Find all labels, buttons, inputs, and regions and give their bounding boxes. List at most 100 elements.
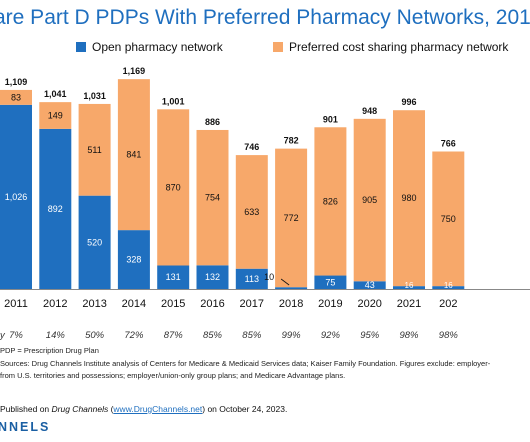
percent-preferred-2014: 72% <box>124 330 144 341</box>
legend-preferred: Preferred cost sharing pharmacy network <box>273 40 508 54</box>
x-tick-2022: 202 <box>439 298 457 310</box>
publication-line: Published on Drug Channels (www.DrugChan… <box>0 404 287 414</box>
label-open-2016: 132 <box>205 272 220 282</box>
percent-preferred-2019: 92% <box>321 330 341 341</box>
bar-preferred-2021 <box>393 110 425 287</box>
x-tick-2018: 2018 <box>279 298 303 310</box>
label-open-2020: 43 <box>365 280 375 290</box>
label-preferred-2013: 511 <box>87 145 101 155</box>
label-open-2012: 892 <box>48 204 63 214</box>
x-tick-2012: 2012 <box>43 298 67 310</box>
total-2017: 746 <box>244 142 259 152</box>
bar-preferred-2014 <box>117 79 150 231</box>
brand-logo-text: NNELS <box>0 420 51 434</box>
bar-open-2018 <box>275 287 308 289</box>
total-2012: 1,041 <box>44 89 67 99</box>
legend-open: Open pharmacy network <box>76 40 223 54</box>
pub-outlet: Drug Channels <box>51 404 109 414</box>
total-2018: 782 <box>284 136 299 146</box>
label-open-2022: 16 <box>444 281 453 290</box>
x-tick-2019: 2019 <box>318 298 342 310</box>
bar-open-2020 <box>353 281 386 289</box>
x-tick-2017: 2017 <box>240 298 264 310</box>
bar-open-2019 <box>314 275 347 289</box>
bar-preferred-2022 <box>432 151 465 287</box>
chart-title: are Part D PDPs With Preferred Pharmacy … <box>0 6 530 29</box>
note-sources: Sources: Drug Channels Institute analysi… <box>0 359 491 368</box>
label-open-2019: 75 <box>325 277 335 287</box>
note-exclusions: from U.S. territories and possessions; e… <box>0 371 346 380</box>
drugchannels-link[interactable]: www.DrugChannels.net <box>113 404 203 414</box>
percent-preferred-2016: 85% <box>203 330 223 341</box>
x-tick-2021: 2021 <box>397 298 421 310</box>
total-2011: 1,109 <box>5 77 28 87</box>
legend-preferred-swatch <box>273 42 283 52</box>
x-tick-2016: 2016 <box>200 298 224 310</box>
pub-prefix: Published on <box>0 404 52 414</box>
bar-open-2015 <box>157 265 190 289</box>
bar-preferred-2020 <box>353 118 386 282</box>
bar-open-2011 <box>0 104 32 289</box>
label-preferred-2020: 905 <box>362 195 377 205</box>
label-preferred-2012: 149 <box>48 111 63 121</box>
label-preferred-2017: 633 <box>244 207 259 217</box>
label-preferred-2019: 826 <box>323 196 338 206</box>
label-preferred-2015: 870 <box>166 182 181 192</box>
note-pdp: PDP = Prescription Drug Plan <box>0 346 99 355</box>
percent-preferred-2017: 85% <box>242 330 262 341</box>
label-open-2015: 131 <box>166 272 181 282</box>
total-2022: 766 <box>441 139 456 149</box>
bar-preferred-2016 <box>196 129 229 266</box>
total-2020: 948 <box>362 106 377 116</box>
bar-preferred-2017 <box>235 155 268 269</box>
total-2021: 996 <box>401 97 416 107</box>
total-2019: 901 <box>323 114 338 124</box>
bar-preferred-2015 <box>157 109 190 266</box>
bar-open-2022 <box>432 286 465 289</box>
label-open-2017: 113 <box>245 274 259 284</box>
bar-preferred-2011 <box>0 89 32 105</box>
x-tick-2014: 2014 <box>122 298 146 310</box>
x-tick-2015: 2015 <box>161 298 185 310</box>
label-open-leader-2018 <box>280 278 290 286</box>
bar-preferred-2019 <box>314 127 347 276</box>
label-preferred-2011: 83 <box>11 92 21 102</box>
bar-open-2013 <box>78 195 111 289</box>
bar-open-2021 <box>393 286 425 289</box>
percent-preferred-2022: 98% <box>439 330 459 341</box>
label-preferred-2021: 980 <box>401 193 416 203</box>
percent-preferred-2015: 87% <box>164 330 184 341</box>
percent-preferred-2021: 98% <box>399 330 419 341</box>
bar-preferred-2018 <box>275 148 308 288</box>
label-preferred-2014: 841 <box>126 150 141 160</box>
label-open-2018: 10 <box>264 272 274 282</box>
bar-open-2012 <box>39 128 72 289</box>
total-2015: 1,001 <box>162 96 185 106</box>
total-2016: 886 <box>205 117 220 127</box>
x-tick-2020: 2020 <box>357 298 381 310</box>
percent-row-label: y <box>0 330 6 341</box>
label-open-2014: 328 <box>126 255 141 265</box>
total-2014: 1,169 <box>123 66 146 76</box>
x-tick-2013: 2013 <box>82 298 106 310</box>
bar-preferred-2012 <box>39 102 72 129</box>
legend-open-label: Open pharmacy network <box>92 40 223 54</box>
pub-link-open: ( <box>108 404 114 414</box>
x-tick-2011: 2011 <box>4 298 28 310</box>
label-open-2011: 1,026 <box>5 192 28 202</box>
legend-open-swatch <box>76 42 86 52</box>
bar-open-2016 <box>196 265 229 289</box>
percent-preferred-2012: 14% <box>46 330 66 341</box>
percent-preferred-2013: 50% <box>85 330 105 341</box>
percent-preferred-2011: 7% <box>9 330 23 341</box>
bar-preferred-2013 <box>78 103 111 196</box>
label-preferred-2018: 772 <box>284 213 299 223</box>
legend-preferred-label: Preferred cost sharing pharmacy network <box>289 40 509 54</box>
bar-open-2014 <box>117 230 150 289</box>
label-open-2013: 520 <box>87 237 102 247</box>
total-2013: 1,031 <box>83 91 106 101</box>
percent-preferred-2018: 99% <box>282 330 302 341</box>
pub-suffix: ) on October 24, 2023. <box>202 404 288 414</box>
label-preferred-2016: 754 <box>205 193 220 203</box>
